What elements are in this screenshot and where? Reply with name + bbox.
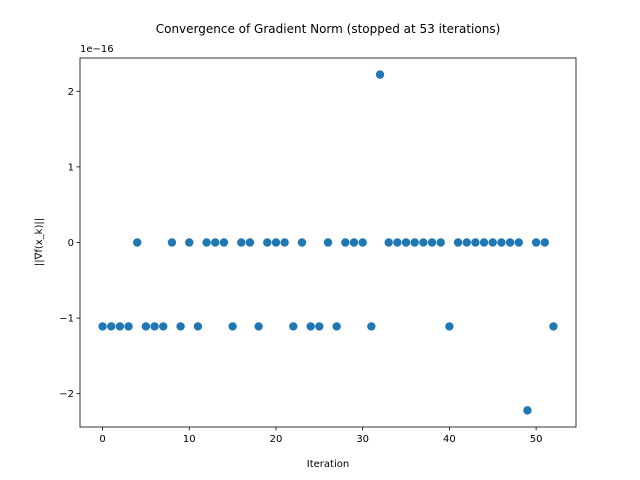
data-point [280,238,289,247]
x-tick-label: 30 [356,434,369,445]
data-point [332,322,341,331]
data-point [462,238,471,247]
y-tick-label: 0 [68,238,74,249]
data-point [497,238,506,247]
data-point [419,238,428,247]
x-tick-label: 50 [530,434,543,445]
data-point [540,238,549,247]
x-tick-label: 0 [99,434,105,445]
data-point [315,322,324,331]
data-point [505,238,515,247]
data-point [124,322,133,331]
data-point [341,238,350,247]
data-point [453,238,463,247]
data-point [254,322,263,331]
data-point [211,238,220,247]
x-tick-label: 40 [443,434,456,445]
data-point [410,238,419,247]
data-point [488,238,497,247]
data-point [115,322,125,331]
data-point [401,238,411,247]
data-point [375,70,385,79]
data-point [150,322,159,331]
data-point [523,406,532,415]
data-point [263,238,272,247]
data-point [323,238,333,247]
data-point [141,322,151,331]
data-point [193,322,203,331]
data-point [228,322,237,331]
data-point [167,238,177,247]
data-point [133,238,142,247]
data-point [427,238,437,247]
data-point [297,238,307,247]
data-point [358,238,367,247]
y-tick-label: 2 [68,87,74,98]
data-point [98,322,107,331]
data-point [237,238,246,247]
data-point [445,322,454,331]
data-point [549,322,558,331]
y-tick-label: 1 [68,162,74,173]
data-point [107,322,116,331]
chart-title: Convergence of Gradient Norm (stopped at… [156,22,501,36]
data-point [436,238,445,247]
y-axis-label: ||∇f(x_k)|| [34,218,45,266]
data-point [159,322,168,331]
data-point [271,238,281,247]
data-point [531,238,541,247]
data-point [176,322,185,331]
data-point [393,238,402,247]
y-tick-label: −2 [59,389,74,400]
x-tick-label: 10 [183,434,196,445]
x-axis-label: Iteration [307,459,349,470]
data-point [514,238,523,247]
data-point [245,238,255,247]
y-offset-label: 1e−16 [80,44,114,55]
plot-area: 0 10 20 30 40 50 −2 −1 0 1 2 [59,57,577,445]
data-point [384,238,393,247]
data-point [479,238,489,247]
data-point [219,238,229,247]
data-point [306,322,315,331]
data-point [185,238,194,247]
data-point [471,238,480,247]
data-point [202,238,211,247]
y-tick-label: −1 [59,314,74,325]
x-tick-label: 20 [270,434,283,445]
data-point [349,238,359,247]
data-point [289,322,298,331]
data-point [367,322,376,331]
